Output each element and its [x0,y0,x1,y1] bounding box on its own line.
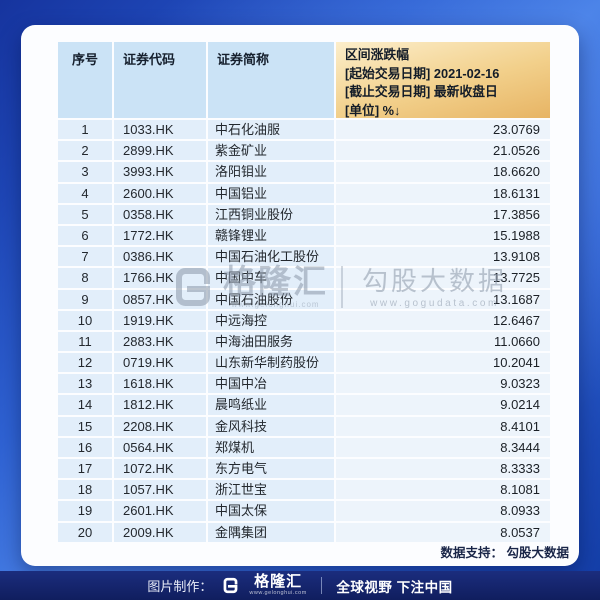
row-name-cell: 浙江世宝 [208,480,334,500]
row-index-cell: 11 [58,331,112,352]
row-value-cell: 12.6467 [336,310,550,330]
row-value-cell: 15.1988 [336,225,550,246]
row-value-cell: 9.0214 [336,395,550,415]
row-code-cell: 2600.HK [114,183,206,203]
stock-table: 序号 证券代码 证券简称 区间涨跌幅 [起始交易日期] 2021-02-16 [… [58,42,550,542]
row-code-cell: 0719.HK [114,353,206,373]
footer-bar: 图片制作： 格隆汇 www.gelonghui.com 全球视野 下注中国 [0,571,600,600]
row-index-cell: 8 [58,268,112,288]
footer-gelonghui-text: 格隆汇 [254,573,303,591]
data-support-note: 数据支持： 勾股大数据 [440,546,569,560]
row-name-cell: 中国中车 [208,268,334,288]
row-code-cell: 2883.HK [114,331,206,352]
row-name-cell: 中国铝业 [208,183,334,203]
data-card: 序号 证券代码 证券简称 区间涨跌幅 [起始交易日期] 2021-02-16 [… [21,25,579,566]
row-index-cell: 7 [58,247,112,267]
row-name-cell: 中国石油股份 [208,289,334,309]
row-value-cell: 13.9108 [336,247,550,267]
footer-gelonghui-logo-icon [221,576,240,595]
row-value-cell: 8.0933 [336,501,550,521]
footer-brand-block: 格隆汇 www.gelonghui.com [249,574,306,597]
row-index-cell: 16 [58,437,112,457]
row-index-cell: 10 [58,310,112,330]
row-value-cell: 11.0660 [336,331,550,352]
row-name-cell: 紫金矿业 [208,141,334,161]
row-index-cell: 18 [58,480,112,500]
column-header-index: 序号 [58,42,112,118]
row-index-cell: 3 [58,162,112,182]
row-name-cell: 赣锋锂业 [208,225,334,246]
row-code-cell: 1766.HK [114,268,206,288]
row-index-cell: 6 [58,225,112,246]
row-value-cell: 23.0769 [336,120,550,140]
footer-divider [320,577,323,594]
row-index-cell: 20 [58,522,112,542]
header-start-date: [起始交易日期] 2021-02-16 [345,65,500,81]
row-code-cell: 1072.HK [114,459,206,479]
row-name-cell: 中海油田服务 [208,331,334,352]
row-value-cell: 8.4101 [336,416,550,436]
row-code-cell: 3993.HK [114,162,206,182]
row-index-cell: 12 [58,353,112,373]
row-index-cell: 2 [58,141,112,161]
footer-slogan: 全球视野 下注中国 [336,579,453,595]
row-value-cell: 18.6131 [336,183,550,203]
row-value-cell: 8.3333 [336,459,550,479]
row-index-cell: 9 [58,289,112,309]
header-unit: [单位] %↓ [345,102,401,118]
row-name-cell: 洛阳钼业 [208,162,334,182]
row-name-cell: 江西铜业股份 [208,204,334,224]
row-index-cell: 15 [58,416,112,436]
row-name-cell: 晨鸣纸业 [208,395,334,415]
row-index-cell: 1 [58,120,112,140]
row-name-cell: 中国太保 [208,501,334,521]
row-name-cell: 东方电气 [208,459,334,479]
row-index-cell: 5 [58,204,112,224]
row-code-cell: 2009.HK [114,522,206,542]
row-value-cell: 8.1081 [336,480,550,500]
row-value-cell: 8.0537 [336,522,550,542]
row-code-cell: 1057.HK [114,480,206,500]
row-name-cell: 中国中冶 [208,374,334,394]
row-code-cell: 0564.HK [114,437,206,457]
row-code-cell: 1919.HK [114,310,206,330]
row-code-cell: 2208.HK [114,416,206,436]
row-value-cell: 8.3444 [336,437,550,457]
row-code-cell: 1033.HK [114,120,206,140]
row-index-cell: 4 [58,183,112,203]
row-code-cell: 2899.HK [114,141,206,161]
row-value-cell: 13.1687 [336,289,550,309]
row-name-cell: 山东新华制药股份 [208,353,334,373]
row-code-cell: 0386.HK [114,247,206,267]
row-index-cell: 13 [58,374,112,394]
row-name-cell: 中远海控 [208,310,334,330]
row-name-cell: 金隅集团 [208,522,334,542]
row-value-cell: 9.0323 [336,374,550,394]
row-index-cell: 14 [58,395,112,415]
row-index-cell: 17 [58,459,112,479]
column-header-change: 区间涨跌幅 [起始交易日期] 2021-02-16 [截止交易日期] 最新收盘日… [336,42,550,118]
row-name-cell: 金风科技 [208,416,334,436]
row-name-cell: 中国石油化工股份 [208,247,334,267]
row-code-cell: 1618.HK [114,374,206,394]
row-value-cell: 18.6620 [336,162,550,182]
column-header-name: 证券简称 [208,42,334,118]
footer-made-by-label: 图片制作： [147,579,213,594]
row-value-cell: 10.2041 [336,353,550,373]
row-code-cell: 2601.HK [114,501,206,521]
header-end-date: [截止交易日期] 最新收盘日 [345,84,498,100]
row-code-cell: 0358.HK [114,204,206,224]
footer-gelonghui-url: www.gelonghui.com [249,590,307,597]
row-code-cell: 1772.HK [114,225,206,246]
row-name-cell: 郑煤机 [208,437,334,457]
row-value-cell: 17.3856 [336,204,550,224]
row-code-cell: 1812.HK [114,395,206,415]
row-index-cell: 19 [58,501,112,521]
row-code-cell: 0857.HK [114,289,206,309]
header-metric-label: 区间涨跌幅 [345,47,409,62]
row-name-cell: 中石化油服 [208,120,334,140]
column-header-code: 证券代码 [114,42,206,118]
row-value-cell: 13.7725 [336,268,550,288]
row-value-cell: 21.0526 [336,141,550,161]
